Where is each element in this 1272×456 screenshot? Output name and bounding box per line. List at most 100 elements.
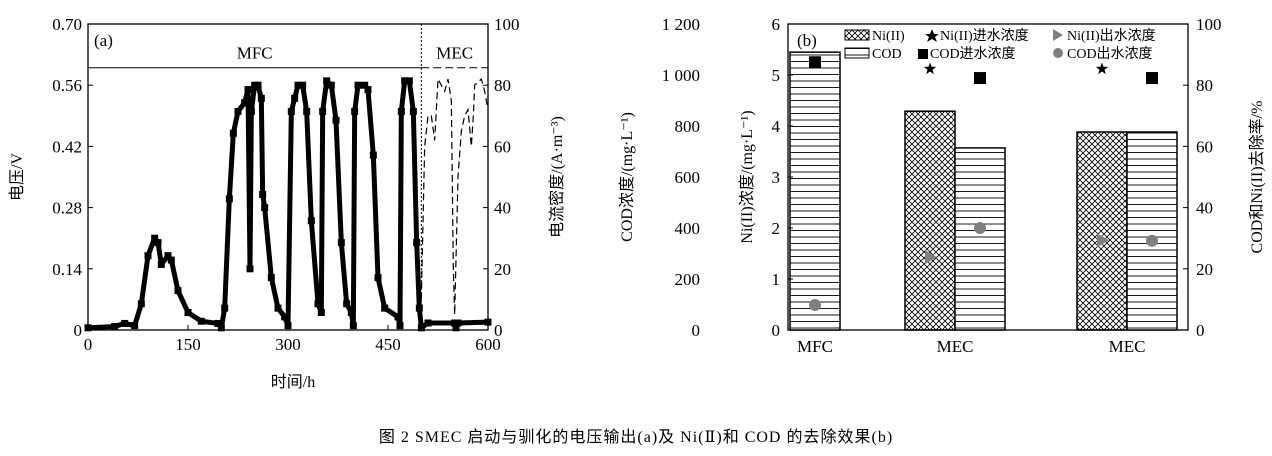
y-tick-label-a: 0 xyxy=(74,321,83,340)
voltage-marker xyxy=(401,77,409,85)
bar-cod-removal xyxy=(789,51,841,331)
voltage-marker xyxy=(234,107,242,115)
voltage-marker xyxy=(349,322,357,330)
y-tick-label-a: 0.28 xyxy=(52,199,82,218)
voltage-marker xyxy=(294,81,302,89)
voltage-marker xyxy=(246,265,254,273)
marker-cod-effluent xyxy=(974,222,986,234)
voltage-marker xyxy=(244,86,252,94)
y-tick-label-a: 0.70 xyxy=(52,15,82,34)
voltage-marker xyxy=(284,322,292,330)
voltage-marker xyxy=(317,309,325,317)
voltage-marker xyxy=(314,300,322,308)
triangle-marker-icon xyxy=(1053,29,1063,41)
panel-label-b: (b) xyxy=(797,31,817,50)
voltage-marker xyxy=(452,324,460,332)
voltage-marker xyxy=(299,81,307,89)
panel-label-a: (a) xyxy=(94,31,113,50)
voltage-marker xyxy=(361,81,369,89)
voltage-marker xyxy=(214,319,222,327)
voltage-marker xyxy=(157,260,165,268)
y-tick-label-ni: 0 xyxy=(772,321,781,340)
voltage-marker xyxy=(225,195,233,203)
voltage-marker xyxy=(337,239,345,247)
legend-label: Ni(II)出水浓度 xyxy=(1067,28,1156,44)
y2-tick-label-b: 80 xyxy=(1196,76,1213,95)
marker-cod-effluent xyxy=(809,299,821,312)
y2-tick-label-b: 0 xyxy=(1196,321,1205,340)
voltage-marker xyxy=(174,287,182,295)
panel-a: (a) 0 150 300 450 60000.140.280.420.560.7002… xyxy=(8,15,566,391)
voltage-marker xyxy=(144,252,152,260)
voltage-marker xyxy=(247,107,255,115)
bar-ni-removal xyxy=(904,110,956,331)
legend-swatch-ni xyxy=(844,29,870,41)
voltage-marker xyxy=(394,313,402,321)
voltage-marker xyxy=(267,274,275,282)
voltage-marker xyxy=(84,324,92,332)
voltage-marker xyxy=(184,309,192,317)
bar-cod-removal xyxy=(1126,131,1178,331)
voltage-marker xyxy=(274,304,282,312)
voltage-marker xyxy=(197,317,205,325)
voltage-marker xyxy=(374,274,382,282)
star-marker-icon xyxy=(925,29,939,42)
voltage-marker xyxy=(131,322,139,330)
voltage-marker xyxy=(259,190,267,198)
voltage-marker xyxy=(257,94,265,102)
y-tick-label-a: 0.14 xyxy=(52,260,82,279)
y-tick-label-cod: 400 xyxy=(675,219,701,238)
voltage-marker xyxy=(364,86,372,94)
marker-ni-influent xyxy=(923,62,937,75)
y-tick-label-cod: 600 xyxy=(675,168,701,187)
voltage-marker xyxy=(381,304,389,312)
voltage-marker xyxy=(137,300,145,308)
y-tick-label-ni: 6 xyxy=(772,15,781,34)
voltage-marker xyxy=(229,129,237,137)
marker-ni-effluent xyxy=(925,250,937,265)
voltage-marker xyxy=(151,234,159,242)
y-tick-label-ni: 2 xyxy=(772,219,781,238)
x-tick-label-a: 150 xyxy=(175,335,201,354)
voltage-marker xyxy=(396,322,404,330)
category-label: MEC xyxy=(937,337,974,356)
x-tick-label-a: 600 xyxy=(475,335,501,354)
current-density-line xyxy=(420,76,489,315)
voltage-marker xyxy=(111,323,119,331)
marker-cod-influent xyxy=(809,56,821,69)
phase-label-mfc: MFC xyxy=(237,44,273,63)
y-tick-label-ni: 5 xyxy=(772,66,781,85)
y-axis-title-a: 电压/V xyxy=(8,153,26,201)
voltage-marker xyxy=(409,107,417,115)
voltage-marker xyxy=(417,324,425,332)
voltage-marker xyxy=(347,309,355,317)
category-label: MEC xyxy=(1109,337,1146,356)
voltage-marker xyxy=(369,151,377,159)
voltage-marker xyxy=(413,239,421,247)
y2-tick-label-a: 20 xyxy=(494,260,511,279)
y2-tick-label-a: 40 xyxy=(494,199,511,218)
legend-label: Ni(II)进水浓度 xyxy=(940,28,1029,44)
voltage-marker xyxy=(221,304,229,312)
x-tick-label-a: 300 xyxy=(275,335,301,354)
legend-swatch-cod xyxy=(844,47,870,59)
voltage-marker xyxy=(332,116,340,124)
voltage-marker xyxy=(154,239,162,247)
legend-label: COD进水浓度 xyxy=(930,46,1016,62)
voltage-marker xyxy=(354,81,362,89)
voltage-marker xyxy=(454,319,462,327)
x-tick-label-a: 450 xyxy=(375,335,401,354)
voltage-marker xyxy=(323,77,331,85)
y2-tick-label-a: 80 xyxy=(494,76,511,95)
y2-tick-label-b: 60 xyxy=(1196,137,1213,156)
voltage-marker xyxy=(261,204,269,212)
category-label: MFC xyxy=(797,337,833,356)
voltage-marker xyxy=(281,313,289,321)
bar-ni-removal xyxy=(1076,131,1128,331)
voltage-marker xyxy=(167,256,175,264)
y2-tick-label-a: 0 xyxy=(494,321,503,340)
voltage-line xyxy=(87,78,489,331)
y2-tick-label-a: 60 xyxy=(494,137,511,156)
